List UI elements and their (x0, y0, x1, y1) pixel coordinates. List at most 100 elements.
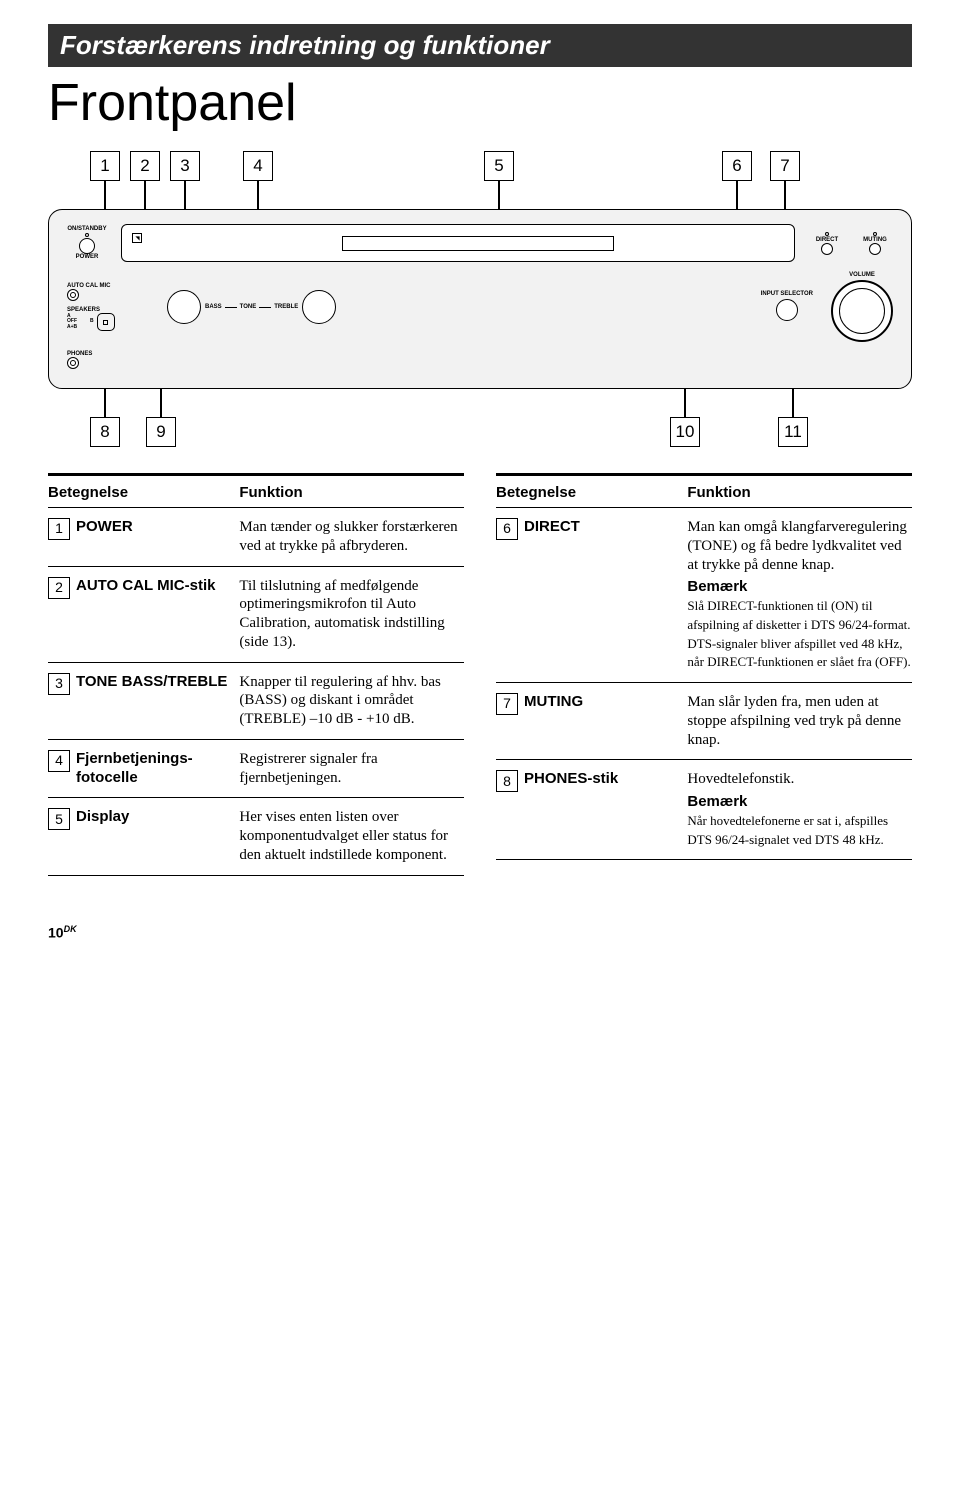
input-selector-label: INPUT SELECTOR (761, 291, 813, 297)
row-func: Til tilslutning af medfølgende optimerin… (239, 577, 464, 652)
callout-number: 1 (90, 151, 120, 181)
row-name-text: MUTING (524, 693, 583, 712)
row-number: 6 (496, 518, 518, 540)
direct-button[interactable] (821, 243, 833, 255)
muting-block: MUTING (857, 231, 893, 255)
row-func: Man kan omgå klangfarveregulering (TONE)… (687, 518, 912, 672)
row-number: 5 (48, 808, 70, 830)
section-title-bar: Forstærkerens indretning og funktioner (48, 24, 912, 67)
callout-line (144, 181, 146, 209)
callout-line (104, 181, 106, 209)
auto-cal-mic-group: AUTO CAL MIC (67, 283, 110, 301)
callout-top: 7 (770, 151, 800, 209)
bottom-callout-row: 891011 (48, 389, 912, 449)
phones-label: PHONES (67, 351, 92, 357)
row-name-text: AUTO CAL MIC-stik (76, 577, 215, 596)
section-title: Forstærkerens indretning og funktioner (60, 30, 550, 60)
row-func-text: Man kan omgå klangfarveregulering (TONE)… (687, 519, 907, 573)
callout-number: 9 (146, 417, 176, 447)
callout-line (684, 389, 686, 417)
th-func: Funktion (239, 484, 464, 501)
callout-line (792, 389, 794, 417)
callout-line (160, 389, 162, 417)
input-selector-knob[interactable] (776, 299, 798, 321)
table-row: 6 DIRECT Man kan omgå klangfarveregulering… (496, 508, 912, 683)
callout-bottom: 9 (146, 389, 176, 447)
treble-knob[interactable] (302, 290, 336, 324)
callout-number: 6 (722, 151, 752, 181)
table-row: 7 MUTING Man slår lyden fra, men uden at s… (496, 683, 912, 760)
note-text: Når hovedtelefonerne er sat i, afspilles… (687, 813, 888, 847)
table-row: 3 TONE BASS/TREBLE Knapper til regulering … (48, 663, 464, 740)
callout-line (257, 181, 259, 209)
row-name: 2AUTO CAL MIC-stik (48, 577, 239, 652)
row-number: 4 (48, 750, 70, 772)
callout-line (784, 181, 786, 209)
row-func-text: Knapper til regulering af hhv. bas (BASS… (239, 674, 440, 728)
row-func: Knapper til regulering af hhv. bas (BASS… (239, 673, 464, 729)
row-number: 8 (496, 770, 518, 792)
page-num-value: 10 (48, 924, 64, 940)
row-func-text: Man slår lyden fra, men uden at stoppe a… (687, 694, 901, 748)
row-name: 1POWER (48, 518, 239, 556)
muting-led (873, 232, 877, 236)
th-func: Funktion (687, 484, 912, 501)
page-suffix: DK (64, 924, 77, 934)
table-header-right: Betegnelse Funktion (496, 473, 912, 508)
volume-knob[interactable] (831, 280, 893, 342)
direct-block: DIRECT (809, 231, 845, 255)
table-row: 2AUTO CAL MIC-stikTil tilslutning af med… (48, 567, 464, 663)
table-row: 1POWERMan tænder og slukker forstærkeren… (48, 508, 464, 567)
device-body: ON/STANDBY POWER DIRECT (48, 209, 912, 389)
volume-label: VOLUME (831, 272, 893, 278)
callout-bottom: 11 (778, 389, 808, 447)
row-func-text: Man tænder og slukker forstærkeren ved a… (239, 519, 457, 554)
device-row-3: PHONES (67, 346, 893, 374)
row-name: 7 MUTING (496, 693, 687, 749)
power-block: ON/STANDBY POWER (67, 226, 107, 260)
callout-line (498, 181, 500, 209)
muting-button[interactable] (869, 243, 881, 255)
callout-line (104, 389, 106, 417)
row-func-text: Her vises enten listen over komponentudv… (239, 809, 448, 863)
row-name-text: Display (76, 808, 129, 827)
front-panel-diagram: 1234567 ON/STANDBY POWER (48, 149, 912, 449)
row-func: Man slår lyden fra, men uden at stoppe a… (687, 693, 912, 749)
row-func: Man tænder og slukker forstærkeren ved a… (239, 518, 464, 556)
row-func-text: Til tilslutning af medfølgende optimerin… (239, 578, 444, 650)
power-label: POWER (76, 254, 99, 260)
left-column: Betegnelse Funktion 1POWERMan tænder og … (48, 473, 464, 876)
note-label: Bemærk (687, 578, 912, 597)
callout-top: 4 (243, 151, 273, 209)
table-row: 5 Display Her vises enten listen over komp… (48, 798, 464, 875)
row-number: 7 (496, 693, 518, 715)
display-inner (342, 236, 614, 251)
row-name-text: Fjernbetjenings-fotocelle (76, 750, 233, 788)
callout-number: 5 (484, 151, 514, 181)
row-name: 4 Fjernbetjenings-fotocelle (48, 750, 239, 788)
power-button[interactable] (79, 238, 95, 254)
row-name: 6 DIRECT (496, 518, 687, 672)
sw-ab: A+B (67, 324, 77, 330)
selector-volume-block: INPUT SELECTOR VOLUME (761, 272, 893, 342)
callout-number: 4 (243, 151, 273, 181)
row-func-text: Registrerer signaler fra fjernbetjeninge… (239, 751, 377, 786)
on-standby-label: ON/STANDBY (67, 226, 106, 232)
auto-cal-mic-jack[interactable] (67, 289, 79, 301)
right-column: Betegnelse Funktion 6 DIRECT Man kan omgå … (496, 473, 912, 876)
display-window (121, 224, 795, 262)
row-func: Her vises enten listen over komponentudv… (239, 808, 464, 864)
device-row-1: ON/STANDBY POWER DIRECT (67, 220, 893, 266)
row-number: 3 (48, 673, 70, 695)
row-name: 3 TONE BASS/TREBLE (48, 673, 239, 729)
top-callout-row: 1234567 (48, 149, 912, 209)
speaker-switch[interactable] (97, 313, 115, 331)
row-func: Hovedtelefonstik.BemærkNår hovedtelefone… (687, 770, 912, 849)
phones-jack[interactable] (67, 357, 79, 369)
speakers-block: AUTO CAL MIC SPEAKERS A OFFB A+B (67, 283, 167, 331)
callout-number: 11 (778, 417, 808, 447)
row-name-text: TONE BASS/TREBLE (76, 673, 227, 692)
bass-knob[interactable] (167, 290, 201, 324)
treble-label: TREBLE (274, 304, 298, 310)
row-name-text: DIRECT (524, 518, 580, 537)
